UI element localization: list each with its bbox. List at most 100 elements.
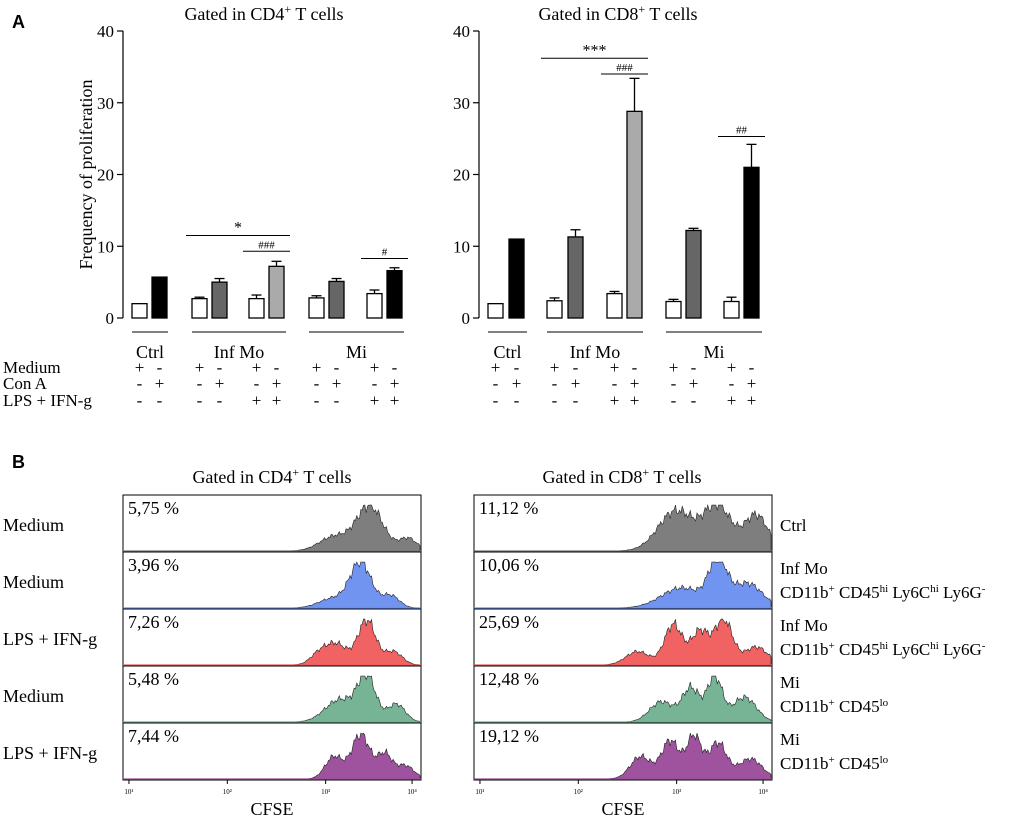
- bar-chart-cd8: Gated in CD8+ T cells010203040***#####Ct…: [453, 2, 765, 410]
- bar: [567, 236, 584, 319]
- bar: [626, 110, 643, 319]
- y-tick-label: 30: [453, 94, 470, 113]
- significance-marker: #: [382, 246, 388, 258]
- condition-sign: -: [691, 391, 697, 410]
- chart-title: Gated in CD8+ T cells: [538, 2, 697, 24]
- condition-sign: +: [491, 358, 501, 377]
- marker-superscript: +: [829, 640, 835, 652]
- population-name: Mi: [780, 673, 800, 692]
- condition-sign: -: [671, 391, 677, 410]
- condition-sign: -: [671, 374, 677, 393]
- population-markers: CD11b+ CD45hi Ly6Chi Ly6G-: [780, 640, 986, 659]
- x-tick-label: 10⁴: [407, 788, 417, 796]
- condition-sign: +: [195, 358, 205, 377]
- chart-title-main: Gated in CD4: [184, 4, 284, 24]
- condition-sign: -: [612, 374, 618, 393]
- condition-sign: -: [493, 374, 499, 393]
- condition-sign: -: [137, 374, 143, 393]
- condition-sign: +: [747, 391, 757, 410]
- condition-label-lps: LPS + IFN-g: [3, 391, 92, 410]
- bar: [743, 166, 760, 319]
- chart-title: Gated in CD4+ T cells: [184, 2, 343, 24]
- condition-sign: +: [370, 391, 380, 410]
- marker-superscript: -: [982, 583, 986, 595]
- marker-name: CD45: [835, 754, 880, 773]
- condition-sign: -: [552, 374, 558, 393]
- condition-sign: -: [392, 358, 398, 377]
- marker-superscript: +: [829, 697, 835, 709]
- significance-marker: ***: [583, 42, 607, 59]
- significance-marker: ###: [258, 239, 275, 251]
- condition-sign: +: [610, 391, 620, 410]
- chart-title-sup: +: [284, 2, 291, 16]
- x-tick-label: 10³: [672, 788, 681, 796]
- y-axis-label: Frequency of proliferation: [76, 80, 96, 270]
- condition-sign: -: [552, 391, 558, 410]
- condition-sign: +: [630, 391, 640, 410]
- condition-sign: +: [272, 391, 282, 410]
- condition-sign: -: [372, 374, 378, 393]
- condition-sign: +: [332, 374, 342, 393]
- flow-row-label: LPS + IFN-g: [3, 629, 97, 649]
- y-tick-label: 20: [453, 166, 470, 185]
- bar: [546, 300, 563, 319]
- condition-sign: -: [217, 391, 223, 410]
- population-name: Mi: [780, 730, 800, 749]
- group-label: Mi: [346, 342, 367, 362]
- marker-superscript: -: [982, 640, 986, 652]
- y-tick-label: 20: [97, 166, 114, 185]
- bar: [191, 297, 208, 319]
- condition-label-con-a: Con A: [3, 374, 48, 393]
- chart-title-rest: T cells: [645, 4, 697, 24]
- marker-name: Ly6C: [888, 583, 930, 602]
- condition-sign: -: [632, 358, 638, 377]
- percent-label: 5,75 %: [128, 498, 179, 518]
- x-tick-label: 10²: [223, 788, 232, 796]
- condition-sign: -: [729, 374, 735, 393]
- y-tick-label: 0: [106, 309, 115, 328]
- condition-label-medium: Medium: [3, 358, 61, 377]
- flow-title-sup: +: [642, 465, 649, 479]
- condition-sign: -: [573, 358, 579, 377]
- y-tick-label: 0: [462, 309, 471, 328]
- bar: [328, 280, 345, 319]
- condition-sign: +: [747, 374, 757, 393]
- population-label: Ctrl: [780, 516, 807, 535]
- flow-title-main: Gated in CD8: [542, 467, 642, 487]
- marker-name: CD45: [835, 640, 880, 659]
- marker-name: Ly6C: [888, 640, 930, 659]
- condition-sign: -: [749, 358, 755, 377]
- x-tick-label: 10³: [321, 788, 330, 796]
- marker-name: CD11b: [780, 583, 829, 602]
- population-name: Ctrl: [780, 516, 807, 535]
- y-tick-label: 10: [97, 237, 114, 256]
- marker-name: CD45: [835, 697, 880, 716]
- marker-superscript: hi: [930, 583, 939, 595]
- condition-sign: +: [272, 374, 282, 393]
- marker-superscript: hi: [930, 640, 939, 652]
- condition-sign: +: [669, 358, 679, 377]
- bar: [723, 300, 740, 319]
- population-markers: CD11b+ CD45lo: [780, 754, 889, 773]
- condition-sign: +: [390, 391, 400, 410]
- condition-sign: +: [727, 358, 737, 377]
- bar: [366, 292, 383, 319]
- condition-sign: -: [514, 358, 520, 377]
- percent-label: 7,26 %: [128, 612, 179, 632]
- group-label: Ctrl: [493, 342, 521, 362]
- condition-sign: +: [550, 358, 560, 377]
- flow-title-main: Gated in CD4: [192, 467, 292, 487]
- bar: [248, 297, 265, 319]
- x-axis-label: CFSE: [250, 799, 293, 818]
- group-label: Inf Mo: [214, 342, 265, 362]
- y-tick-label: 40: [97, 22, 114, 41]
- population-name: Inf Mo: [780, 616, 828, 635]
- population-label: Mi: [780, 673, 800, 692]
- condition-sign: -: [493, 391, 499, 410]
- bar: [606, 292, 623, 319]
- population-label: Mi: [780, 730, 800, 749]
- x-tick-label: 10²: [574, 788, 583, 796]
- marker-superscript: hi: [880, 640, 889, 652]
- panel-label-b: B: [12, 452, 25, 472]
